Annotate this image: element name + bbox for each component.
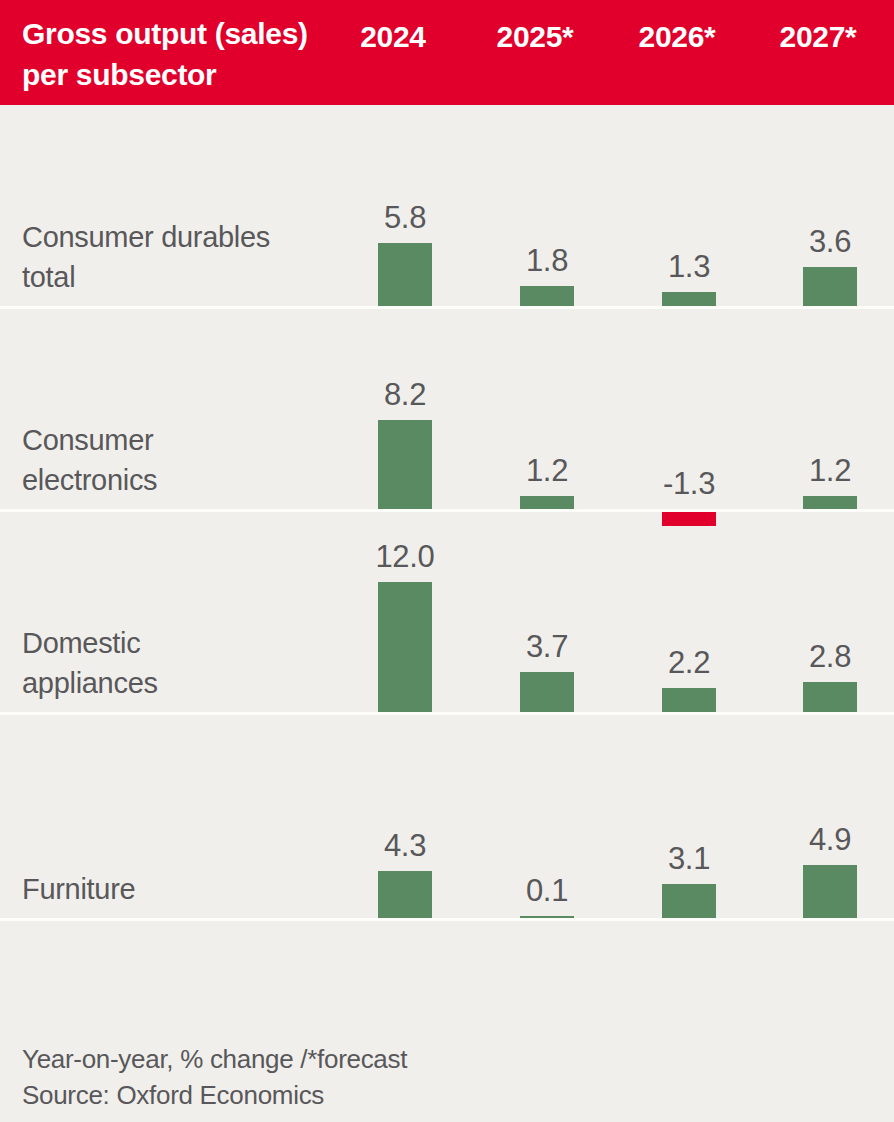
bar-value-label: 1.3 [668,249,710,285]
bar-cell: 1.3 [662,105,716,306]
bar [520,916,574,918]
bar-cell: 3.6 [803,105,857,306]
chart-title-line1: Gross output (sales) [22,13,308,54]
bar-cell: 0.1 [520,715,574,918]
bar-cell: -1.3 [662,309,716,509]
bar-value-label: 12.0 [375,539,434,575]
bar [803,865,857,918]
bar-cell: 2.8 [803,512,857,712]
bar [378,582,432,712]
bar-value-label: 0.1 [526,873,568,909]
bar-cell: 3.7 [520,512,574,712]
column-header-2027: 2027* [743,20,893,54]
row-label: Furniture [22,869,272,909]
bar-value-label: 3.6 [809,224,851,260]
source-note: Source: Oxford Economics [22,1077,407,1113]
chart-title: Gross output (sales) per subsector [22,13,308,95]
column-header-2025: 2025* [460,20,610,54]
bar-value-label: 1.8 [526,243,568,279]
footer-notes: Year-on-year, % change /*forecast Source… [22,1041,407,1113]
bar-cell: 1.2 [803,309,857,509]
bar-value-label: 1.2 [526,453,568,489]
bar-value-label: 4.3 [384,828,426,864]
chart-footer: Year-on-year, % change /*forecast Source… [0,921,894,1122]
bar-cell: 4.9 [803,715,857,918]
bar-cell: 12.0 [378,512,432,712]
chart-title-line2: per subsector [22,54,308,95]
bar-cell: 5.8 [378,105,432,306]
row-label: Domestic appliances [22,623,272,703]
bar-value-label: 2.2 [668,645,710,681]
bar-value-label: 4.9 [809,822,851,858]
column-header-2024: 2024 [318,20,468,54]
chart-header: Gross output (sales) per subsector 2024 … [0,0,894,105]
bar [803,682,857,712]
bar-value-label: 5.8 [384,200,426,236]
bar [662,884,716,918]
bar-value-label: 8.2 [384,377,426,413]
bar [803,267,857,306]
bar-value-label: 3.7 [526,629,568,665]
row-consumer-durables-total: Consumer durables total 5.8 1.8 1.3 3.6 [0,105,894,309]
bar-cell: 4.3 [378,715,432,918]
row-label: Consumer electronics [22,420,272,500]
bar-value-label: 2.8 [809,639,851,675]
row-domestic-appliances: Domestic appliances 12.0 3.7 2.2 2.8 [0,512,894,715]
bar [378,871,432,918]
units-note: Year-on-year, % change /*forecast [22,1041,407,1077]
row-consumer-electronics: Consumer electronics 8.2 1.2 -1.3 1.2 [0,309,894,512]
bar-cell: 8.2 [378,309,432,509]
bar-value-label: -1.3 [663,466,715,502]
bar-cell: 3.1 [662,715,716,918]
bar [803,496,857,509]
bar-cell: 2.2 [662,512,716,712]
bar-value-label: 3.1 [668,841,710,877]
bar [662,292,716,306]
bar [378,243,432,306]
bar-value-label: 1.2 [809,453,851,489]
bar [520,672,574,712]
row-label: Consumer durables total [22,217,272,297]
bar [520,286,574,306]
column-header-2026: 2026* [602,20,752,54]
bar [520,496,574,509]
row-furniture: Furniture 4.3 0.1 3.1 4.9 [0,715,894,921]
bar [378,420,432,509]
bar-cell: 1.2 [520,309,574,509]
bar [662,688,716,712]
bar-cell: 1.8 [520,105,574,306]
chart-page: Gross output (sales) per subsector 2024 … [0,0,894,1122]
